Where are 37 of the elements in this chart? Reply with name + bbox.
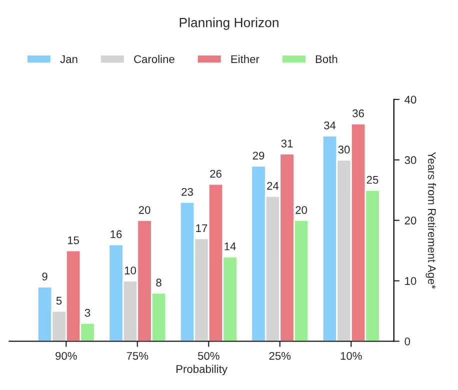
data-label: 3 [84, 308, 90, 317]
data-label: 17 [196, 224, 208, 232]
x-tick-label: 90% [56, 352, 77, 360]
y-tick-label: 0 [404, 338, 410, 346]
data-label: 24 [267, 182, 279, 190]
data-label: 30 [338, 146, 350, 154]
data-label: 8 [156, 278, 162, 287]
data-label: 34 [324, 121, 336, 130]
data-label: 15 [68, 236, 79, 244]
data-label: 16 [110, 230, 122, 238]
x-tick-label: 50% [198, 352, 220, 360]
chart-title: Planning Horizon [180, 18, 278, 30]
data-label: 5 [56, 296, 62, 305]
data-label: 26 [210, 170, 222, 178]
data-label: 29 [252, 152, 264, 160]
x-tick-label: 10% [340, 352, 362, 360]
legend-label: Caroline [134, 54, 174, 64]
data-label: 31 [281, 140, 293, 148]
data-label: 14 [224, 242, 236, 250]
data-label: 9 [42, 272, 48, 280]
y-tick-label: 30 [404, 156, 416, 164]
y-axis-title: Years from Retirement Age* [426, 152, 436, 289]
y-tick-label: 10 [405, 277, 416, 285]
data-label: 20 [138, 206, 150, 214]
y-tick-label: 20 [404, 216, 416, 224]
data-label: 20 [296, 206, 308, 214]
legend-label: Either [231, 54, 260, 64]
y-tick-label: 40 [404, 96, 416, 104]
data-label: 25 [366, 176, 378, 184]
x-tick-label: 25% [269, 352, 291, 360]
x-tick-label: 75% [126, 352, 148, 360]
data-label: 36 [352, 109, 364, 118]
legend-label: Both [316, 54, 338, 64]
x-axis-title: Probability [176, 364, 228, 376]
legend-label: Jan [60, 55, 78, 64]
data-label: 23 [182, 188, 193, 196]
data-label: 10 [124, 266, 136, 274]
